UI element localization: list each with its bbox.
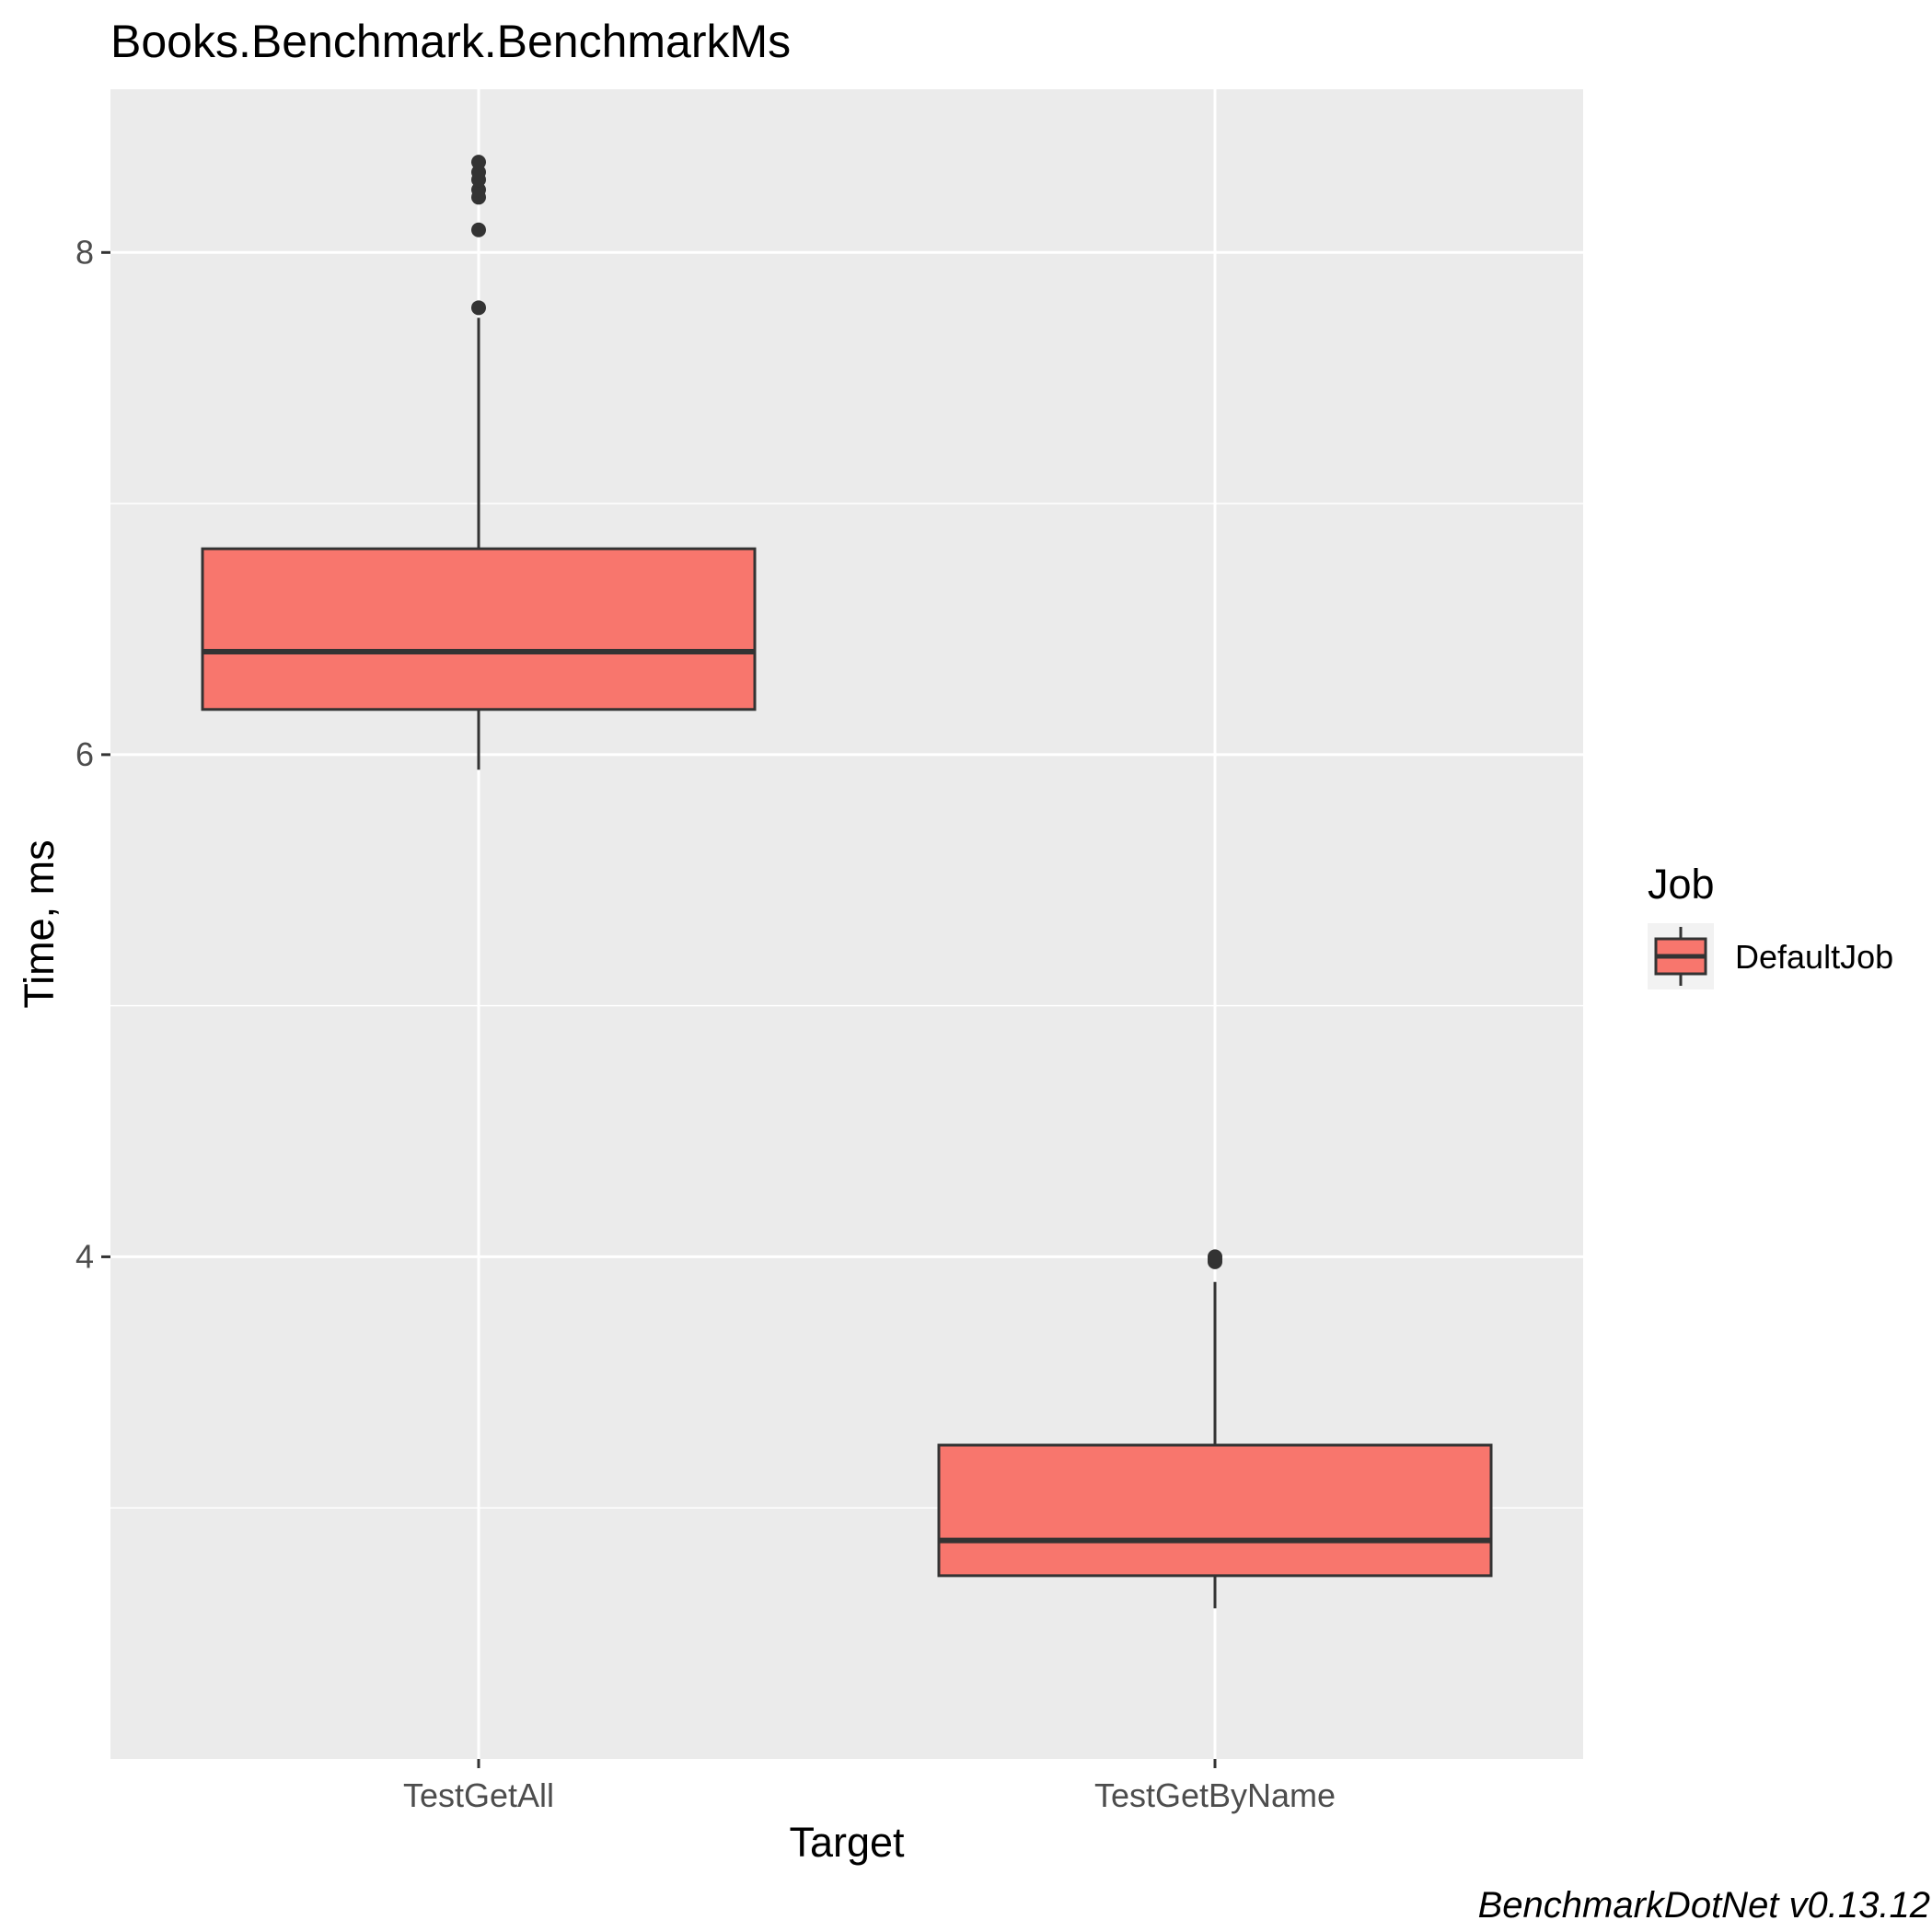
iqr-box bbox=[937, 1443, 1493, 1578]
legend: Job DefaultJob bbox=[1648, 861, 1893, 989]
outlier-point bbox=[1208, 1249, 1222, 1265]
box-TestGetAll bbox=[201, 155, 757, 770]
outlier-point bbox=[471, 222, 486, 237]
iqr-box bbox=[201, 547, 757, 711]
outlier-point bbox=[471, 300, 486, 316]
y-tick-label: 8 bbox=[75, 233, 94, 271]
y-tick-label: 4 bbox=[75, 1237, 94, 1275]
axes: 4 6 8 TestGetAll TestGetByName bbox=[75, 233, 1336, 1814]
x-tick-label: TestGetAll bbox=[403, 1776, 554, 1814]
caption: BenchmarkDotNet v0.13.12 bbox=[1478, 1885, 1930, 1926]
y-tick-label: 6 bbox=[75, 735, 94, 773]
outlier-point bbox=[471, 155, 486, 170]
box-TestGetByName bbox=[937, 1249, 1493, 1609]
y-axis-title: Time, ms bbox=[16, 839, 63, 1008]
box-layer bbox=[201, 155, 1493, 1609]
x-axis-title: Target bbox=[789, 1819, 905, 1866]
chart-title: Books.Benchmark.BenchmarkMs bbox=[110, 16, 791, 67]
legend-title: Job bbox=[1648, 861, 1715, 908]
x-tick-label: TestGetByName bbox=[1094, 1776, 1336, 1814]
legend-label-defaultjob: DefaultJob bbox=[1735, 938, 1893, 976]
